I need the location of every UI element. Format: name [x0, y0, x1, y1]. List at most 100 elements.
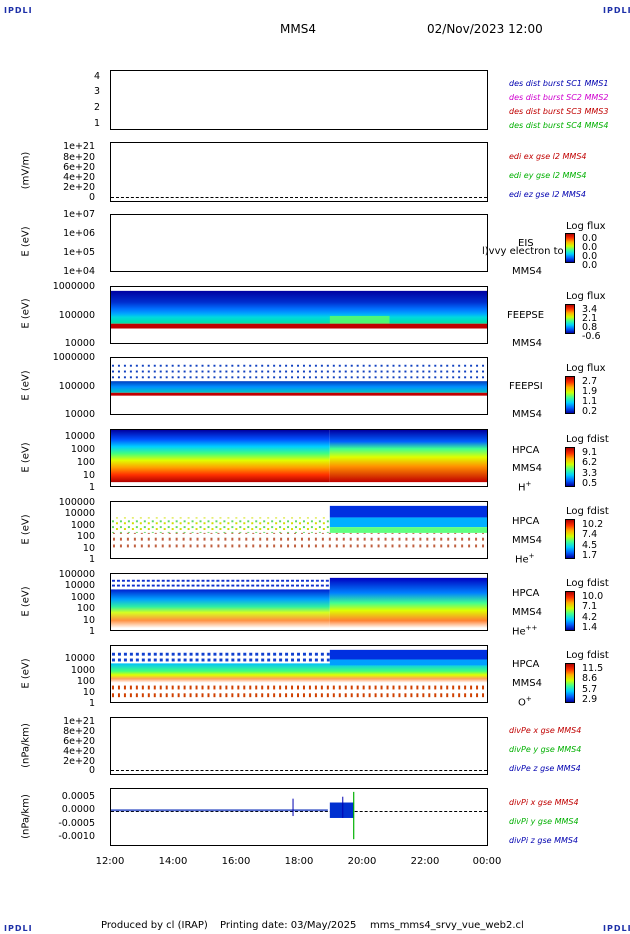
colorbar-value: 9.1	[582, 447, 598, 458]
x-tick: 22:00	[410, 856, 440, 867]
species-charge: ++	[525, 624, 538, 632]
y-tick: 2	[93, 102, 100, 113]
eis-panel	[110, 214, 488, 272]
y-axis-label: (nPa/km)	[20, 794, 32, 839]
colorbar-value: 4.2	[582, 612, 598, 623]
species-charge: +	[528, 552, 535, 560]
colorbar	[565, 591, 575, 631]
colorbar-value: 1.1	[582, 396, 598, 407]
instrument-label: HPCA	[512, 516, 540, 527]
species-name: He	[515, 554, 529, 566]
y-tick: 1000	[70, 665, 95, 676]
species-name: H	[518, 482, 526, 494]
footer-printing-date: Printing date: 03/May/2025	[220, 920, 357, 931]
y-tick: 4	[93, 71, 100, 82]
colorbar-value: 10.2	[582, 519, 604, 530]
x-tick: 00:00	[472, 856, 502, 867]
legend-entry: divPi z gse MMS4	[509, 836, 579, 845]
x-tick: 14:00	[158, 856, 188, 867]
colorbar-value: 6.2	[582, 457, 598, 468]
species-label: O+	[518, 695, 532, 708]
colorbar-title: Log flux	[566, 221, 606, 232]
y-tick: 100000	[58, 310, 95, 321]
colorbar-value: 3.4	[582, 304, 598, 315]
colorbar-value: 0.5	[582, 478, 598, 489]
y-tick: 0	[88, 192, 95, 203]
feepsi-spectrogram	[111, 363, 487, 396]
instrument-label: FEEPSI	[509, 381, 543, 392]
y-tick: 10000	[64, 580, 95, 591]
y-tick: 100	[76, 603, 95, 614]
y-tick: 1e+04	[63, 266, 95, 277]
colorbar	[565, 233, 575, 263]
footer-script-name: mms_mms4_srvy_vue_web2.cl	[370, 920, 524, 931]
y-tick: 10000	[64, 508, 95, 519]
edi-panel	[110, 142, 488, 202]
colorbar-title: Log fdist	[566, 506, 609, 517]
x-tick: 16:00	[221, 856, 251, 867]
y-tick: 1e+06	[63, 228, 95, 239]
spacecraft-label: MMS4	[512, 463, 542, 474]
y-tick: 100000	[58, 381, 95, 392]
y-tick: 6e+20	[63, 736, 95, 747]
instrument-label: HPCA	[512, 445, 540, 456]
zero-line	[111, 770, 487, 771]
colorbar-value: 1.4	[582, 622, 598, 633]
hpca-he2-panel	[110, 573, 488, 631]
colorbar-value: 7.4	[582, 529, 598, 540]
feepse-panel	[110, 286, 488, 344]
legend-entry: des dist burst SC1 MMS1	[509, 79, 609, 88]
legend-entry: des dist burst SC4 MMS4	[509, 121, 609, 130]
colorbar-value: 0.0	[582, 260, 598, 271]
spacecraft-label: MMS4	[512, 607, 542, 618]
species-label: H+	[518, 480, 531, 493]
species-label: He++	[512, 624, 537, 637]
species-label: He+	[515, 552, 535, 565]
instrument-label: HPCA	[512, 588, 540, 599]
y-tick: 10	[82, 615, 95, 626]
colorbar-title: Log fdist	[566, 578, 609, 589]
spacecraft-label: MMS4	[512, 338, 542, 349]
y-tick: 2e+20	[63, 182, 95, 193]
colorbar-value: 10.0	[582, 591, 604, 602]
zero-line	[111, 197, 487, 198]
spacecraft-label: MMS4	[512, 409, 542, 420]
y-tick: 10000	[64, 338, 95, 349]
instrument-label: EIS	[518, 238, 534, 249]
colorbar-value: 2.7	[582, 376, 598, 387]
colorbar-value: 1.7	[582, 550, 598, 561]
hpca-he-panel	[110, 501, 488, 559]
legend-entry: divPe z gse MMS4	[509, 764, 581, 773]
hpca-h-spectrogram	[111, 430, 487, 483]
y-tick: 1e+21	[63, 141, 95, 152]
y-tick: 1	[88, 626, 95, 637]
y-tick: 10000	[64, 431, 95, 442]
corner-label-bottom-left: IPDLI	[4, 924, 33, 933]
colorbar-value: 2.9	[582, 694, 598, 705]
y-tick: 100	[76, 676, 95, 687]
y-tick: 8e+20	[63, 726, 95, 737]
colorbar	[565, 304, 575, 334]
colorbar-value: 0.0	[582, 242, 598, 253]
date-time-title: 02/Nov/2023 12:00	[427, 22, 543, 36]
legend-entry: edi ex gse l2 MMS4	[509, 152, 587, 161]
divpi-trace	[111, 791, 355, 840]
colorbar-value: 0.0	[582, 233, 598, 244]
colorbar	[565, 447, 575, 487]
colorbar-value: 0.2	[582, 406, 598, 417]
y-tick: 3	[93, 86, 100, 97]
y-tick: 4e+20	[63, 746, 95, 757]
feepse-spectrogram	[111, 290, 487, 329]
corner-label-bottom-right: IPDLI	[603, 924, 630, 933]
colorbar-title: Log flux	[566, 363, 606, 374]
colorbar-value: 11.5	[582, 663, 604, 674]
y-tick: 1	[93, 118, 100, 129]
species-name: O	[518, 697, 526, 709]
y-tick: 1	[88, 482, 95, 493]
y-tick: 1000	[70, 592, 95, 603]
y-tick: 100000	[58, 497, 95, 508]
spacecraft-label: MMS4	[512, 266, 542, 277]
hpca-o-panel	[110, 645, 488, 703]
y-tick: 1e+07	[63, 209, 95, 220]
y-tick: 2e+20	[63, 756, 95, 767]
